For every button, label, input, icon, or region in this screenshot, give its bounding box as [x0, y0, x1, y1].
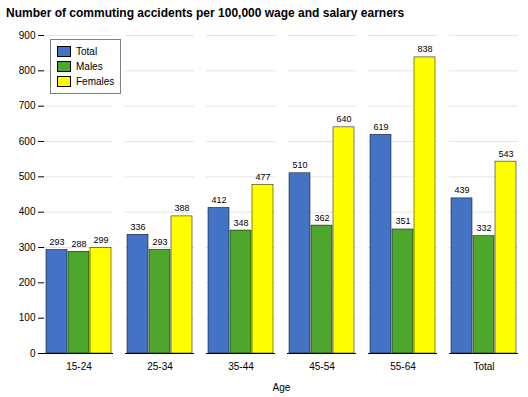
svg-text:299: 299 [93, 235, 108, 245]
svg-text:Total: Total [473, 361, 494, 372]
svg-text:700: 700 [19, 100, 36, 111]
svg-text:25-34: 25-34 [147, 361, 173, 372]
svg-text:640: 640 [336, 114, 351, 124]
svg-text:336: 336 [130, 222, 145, 232]
html-text:Males: Males [76, 61, 103, 72]
html-text:Total: Total [76, 46, 98, 57]
svg-text:15-24: 15-24 [66, 361, 92, 372]
svg-text:500: 500 [19, 171, 36, 182]
svg-text:55-64: 55-64 [390, 361, 416, 372]
svg-text:300: 300 [19, 242, 36, 253]
svg-text:477: 477 [255, 172, 270, 182]
svg-text:600: 600 [19, 136, 36, 147]
svg-text:543: 543 [498, 149, 513, 159]
svg-text:510: 510 [292, 160, 307, 170]
svg-text:288: 288 [71, 239, 86, 249]
svg-text:362: 362 [314, 213, 329, 223]
svg-text:439: 439 [454, 185, 469, 195]
svg-text:412: 412 [211, 195, 226, 205]
svg-text:388: 388 [174, 203, 189, 213]
svg-text:619: 619 [373, 122, 388, 132]
svg-text:332: 332 [476, 223, 491, 233]
svg-text:45-54: 45-54 [309, 361, 335, 372]
svg-text:348: 348 [233, 218, 248, 228]
svg-text:100: 100 [19, 312, 36, 323]
svg-text:900: 900 [19, 30, 36, 41]
svg-text:35-44: 35-44 [228, 361, 254, 372]
svg-text:0: 0 [30, 348, 36, 359]
svg-text:838: 838 [417, 44, 432, 54]
svg-text:293: 293 [49, 237, 64, 247]
html-text:Number of commuting accidents: Number of commuting accidents per 100,00… [6, 6, 405, 20]
html-text:Females: Females [76, 76, 115, 87]
svg-text:200: 200 [19, 277, 36, 288]
svg-text:293: 293 [152, 237, 167, 247]
svg-text:400: 400 [19, 206, 36, 217]
svg-text:Age: Age [273, 382, 291, 393]
svg-text:800: 800 [19, 65, 36, 76]
svg-text:351: 351 [395, 216, 410, 226]
